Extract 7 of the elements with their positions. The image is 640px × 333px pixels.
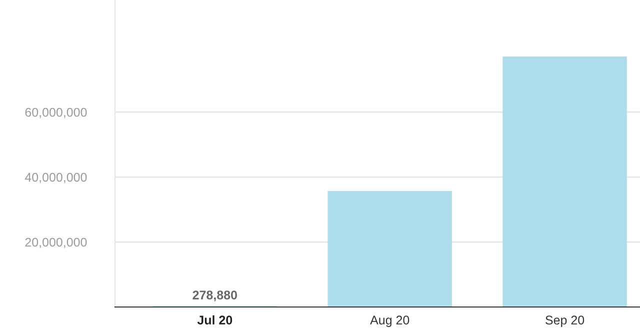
y-tick-label: 60,000,000 [25, 108, 87, 118]
y-tick-label: 20,000,000 [25, 238, 87, 248]
x-tick-label: Jul 20 [197, 315, 232, 325]
data-label: 278,880 [192, 290, 237, 302]
y-tick-label: 40,000,000 [24, 172, 87, 184]
x-tick-label: Aug 20 [370, 316, 410, 327]
x-tick-label: Sep 20 [546, 316, 584, 327]
